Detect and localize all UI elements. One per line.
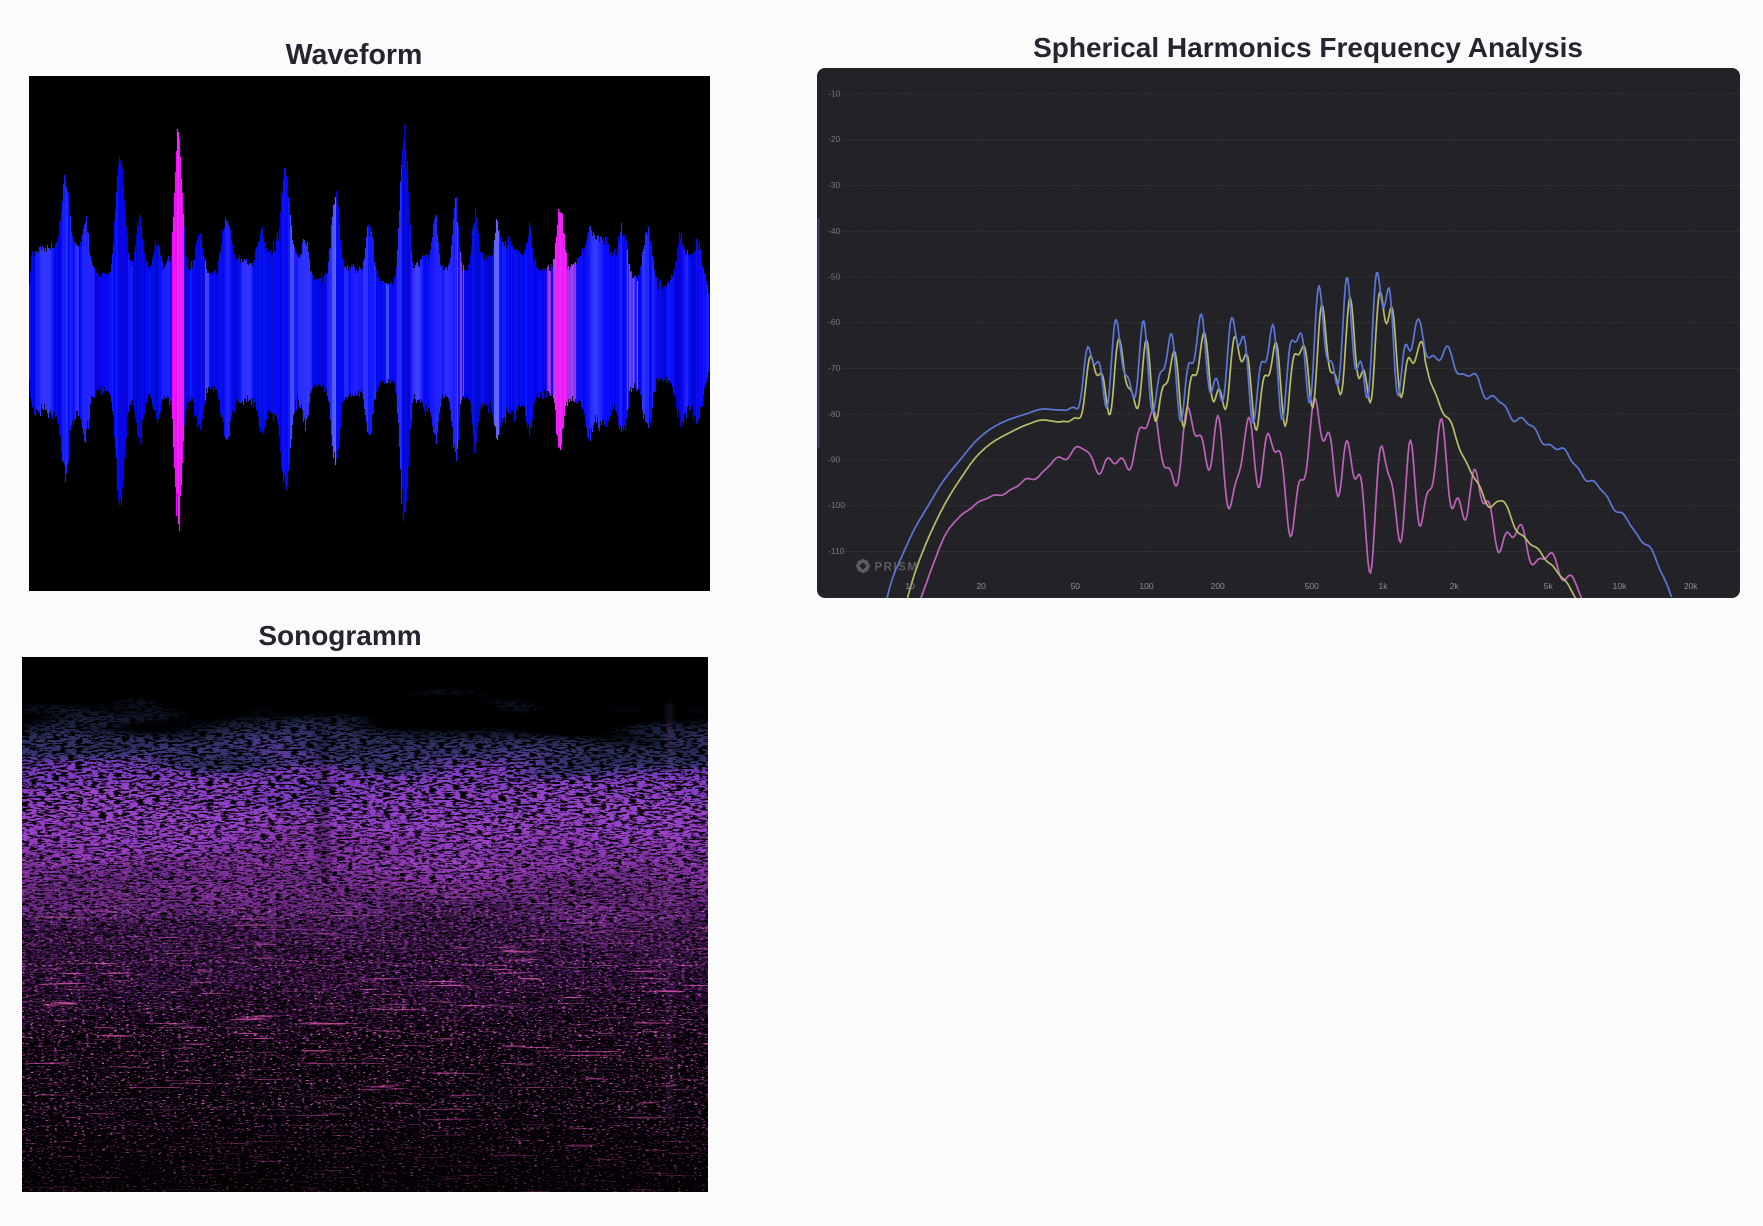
svg-text:100: 100: [1139, 581, 1153, 591]
svg-text:-90: -90: [828, 455, 841, 465]
svg-text:20k: 20k: [1684, 581, 1698, 591]
svg-text:1k: 1k: [1379, 581, 1389, 591]
svg-text:-30: -30: [828, 180, 841, 190]
svg-text:10k: 10k: [1613, 581, 1627, 591]
svg-text:20: 20: [976, 581, 986, 591]
svg-text:-110: -110: [828, 546, 845, 556]
svg-text:5k: 5k: [1544, 581, 1554, 591]
svg-text:200: 200: [1211, 581, 1225, 591]
svg-text:-40: -40: [828, 226, 841, 236]
svg-text:PRISM: PRISM: [875, 562, 919, 574]
svg-text:-20: -20: [828, 134, 841, 144]
svg-text:-100: -100: [828, 500, 845, 510]
svg-text:-10: -10: [828, 89, 841, 99]
svg-text:500: 500: [1305, 581, 1319, 591]
svg-text:10: 10: [905, 581, 915, 591]
svg-text:-50: -50: [828, 272, 841, 282]
svg-text:50: 50: [1071, 581, 1081, 591]
svg-text:-80: -80: [828, 409, 841, 419]
svg-text:-70: -70: [828, 363, 841, 373]
svg-text:-60: -60: [828, 317, 841, 327]
svg-text:2k: 2k: [1450, 581, 1460, 591]
